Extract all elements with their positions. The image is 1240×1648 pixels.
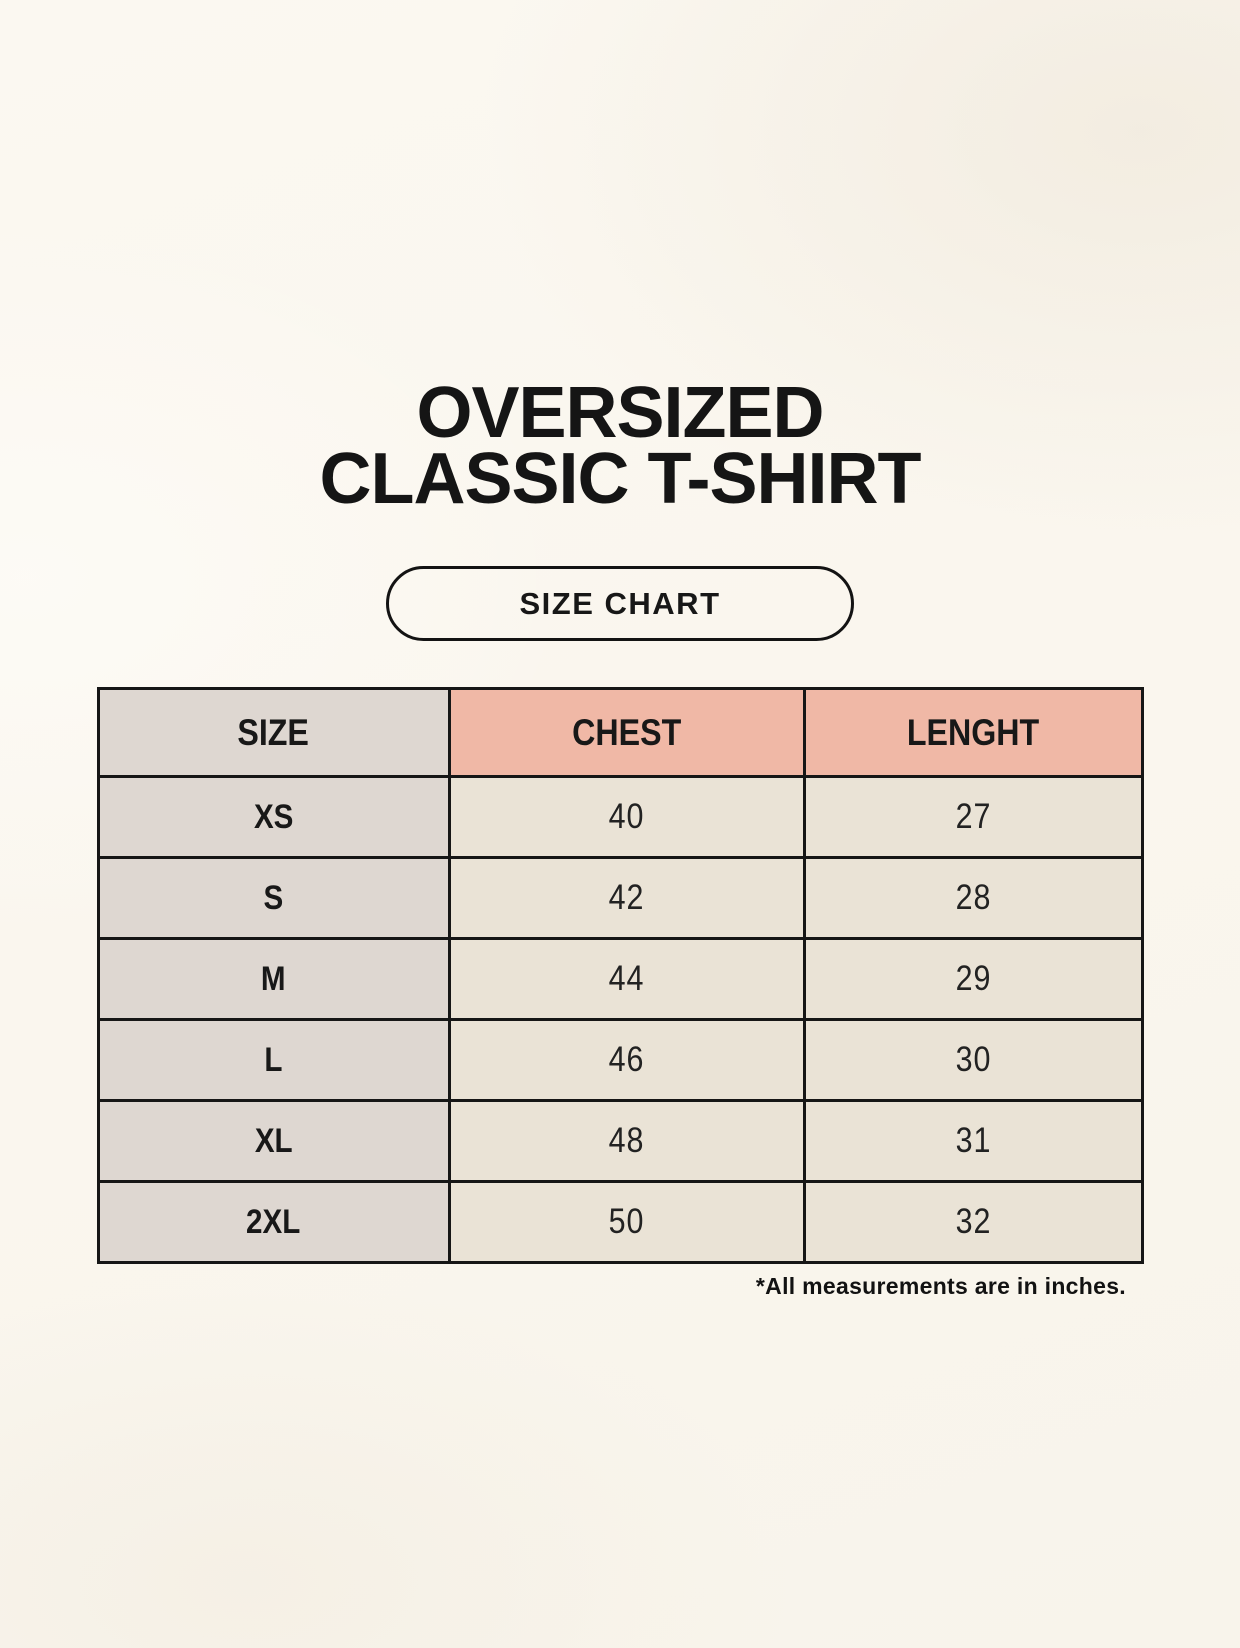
product-title-line-1: OVERSIZED	[416, 373, 824, 454]
size-value: S	[263, 878, 284, 917]
size-chart-button[interactable]: SIZE CHART	[386, 566, 854, 642]
chest-cell: 50	[447, 1180, 806, 1265]
measurements-footnote: *All measurements are in inches.	[755, 1273, 1126, 1300]
length-value: 27	[955, 797, 991, 837]
size-cell: XS	[96, 775, 451, 860]
product-title-line-2: CLASSIC T-SHIRT	[319, 439, 921, 520]
size-value: L	[264, 1040, 283, 1079]
chest-cell: 40	[447, 775, 806, 860]
header-label-length: LENGHT	[906, 711, 1040, 753]
table-row: 2XL 50 32	[96, 1180, 1144, 1265]
length-value: 32	[955, 1202, 991, 1242]
table-header-row: SIZE CHEST LENGHT	[96, 687, 1144, 779]
size-chart-table: SIZE CHEST LENGHT XS 40 27 S 42 28	[96, 687, 1144, 1265]
length-value: 30	[955, 1040, 991, 1080]
size-value: XL	[254, 1121, 293, 1160]
chest-cell: 42	[447, 856, 806, 941]
size-cell: M	[96, 937, 451, 1022]
table-row: XL 48 31	[96, 1099, 1144, 1184]
header-label-size: SIZE	[237, 711, 310, 753]
table-row: M 44 29	[96, 937, 1144, 1022]
size-cell: 2XL	[96, 1180, 451, 1265]
size-chart-button-label: SIZE CHART	[519, 585, 721, 621]
chest-value: 42	[608, 878, 645, 918]
chest-cell: 48	[447, 1099, 806, 1184]
chest-cell: 44	[447, 937, 806, 1022]
chest-value: 48	[608, 1121, 645, 1161]
length-cell: 31	[802, 1099, 1144, 1184]
chest-cell: 46	[447, 1018, 806, 1103]
size-cell: S	[96, 856, 451, 941]
length-cell: 27	[802, 775, 1144, 860]
length-cell: 29	[802, 937, 1144, 1022]
length-value: 31	[955, 1121, 991, 1161]
chest-value: 46	[608, 1040, 645, 1080]
size-value: 2XL	[246, 1202, 301, 1241]
length-value: 29	[955, 959, 991, 999]
header-cell-size: SIZE	[96, 687, 451, 779]
length-cell: 28	[802, 856, 1144, 941]
size-value: M	[261, 959, 286, 998]
table-row: XS 40 27	[96, 775, 1144, 860]
length-cell: 32	[802, 1180, 1144, 1265]
product-title: OVERSIZED CLASSIC T-SHIRT	[0, 48, 1240, 520]
table-row: S 42 28	[96, 856, 1144, 941]
chest-value: 50	[608, 1202, 645, 1242]
size-cell: XL	[96, 1099, 451, 1184]
chest-value: 40	[608, 797, 645, 837]
header-cell-length: LENGHT	[802, 687, 1144, 779]
length-value: 28	[955, 878, 991, 918]
size-chart-page: OVERSIZED CLASSIC T-SHIRT SIZE CHART SIZ…	[0, 48, 1240, 1300]
size-cell: L	[96, 1018, 451, 1103]
length-cell: 30	[802, 1018, 1144, 1103]
table-row: L 46 30	[96, 1018, 1144, 1103]
chest-value: 44	[608, 959, 645, 999]
header-label-chest: CHEST	[571, 711, 682, 753]
header-cell-chest: CHEST	[447, 687, 806, 779]
size-value: XS	[253, 797, 294, 836]
